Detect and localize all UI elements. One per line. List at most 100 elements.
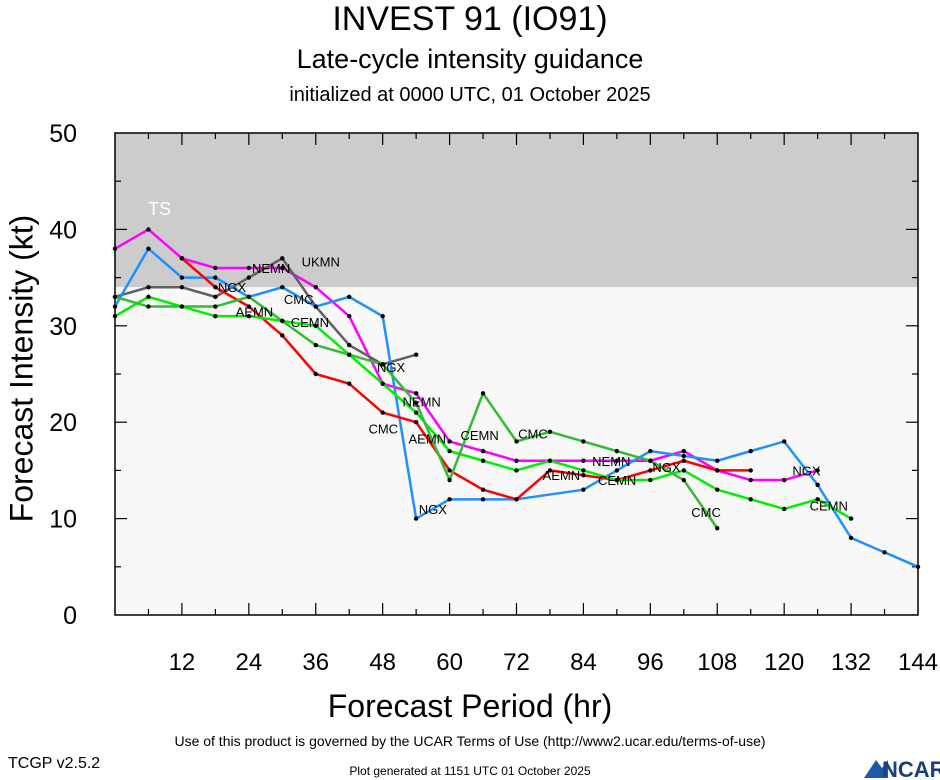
- data-point-cmc: [280, 318, 285, 324]
- data-point-nemn: [146, 227, 151, 232]
- data-point-ngx: [848, 535, 854, 541]
- chart-title: INVEST 91 (IO91): [332, 0, 608, 38]
- data-point-aemn: [213, 285, 218, 290]
- band-ts: [115, 133, 918, 288]
- x-tick-label: 72: [503, 649, 530, 676]
- data-point-aemn: [648, 468, 653, 473]
- data-point-cemn: [815, 497, 820, 502]
- data-point-nemn: [748, 477, 753, 483]
- data-point-aemn: [313, 371, 318, 377]
- chart-subtitle: Late-cycle intensity guidance: [296, 44, 644, 74]
- x-tick-label: 84: [570, 649, 597, 676]
- x-tick-label: 96: [637, 649, 664, 676]
- data-point-aemn: [447, 468, 452, 473]
- series-label-cmc: CMC: [284, 292, 314, 307]
- data-point-ngx: [781, 439, 787, 444]
- data-point-ngx: [581, 487, 586, 492]
- y-tick-label: 50: [49, 120, 77, 148]
- data-point-ngx: [748, 448, 753, 454]
- data-point-cemn: [480, 458, 486, 463]
- data-point-cemn: [313, 323, 318, 328]
- y-tick-label: 30: [49, 313, 77, 341]
- data-point-cemn: [146, 294, 151, 300]
- data-point-cemn: [581, 468, 586, 473]
- data-point-ngx: [380, 313, 385, 319]
- data-point-cmc: [681, 477, 686, 483]
- x-tick-label: 108: [697, 649, 737, 676]
- data-point-cemn: [848, 516, 854, 521]
- x-tick-label: 12: [169, 649, 196, 676]
- data-point-cemn: [413, 410, 419, 415]
- x-tick-label: 60: [436, 649, 463, 676]
- series-label-ngx: NGX: [218, 280, 247, 295]
- data-point-cmc: [547, 429, 553, 435]
- data-point-ngx: [915, 564, 921, 569]
- data-point-ngx: [715, 458, 720, 463]
- data-point-aemn: [280, 333, 285, 338]
- data-point-cemn: [112, 313, 118, 319]
- data-point-aemn: [480, 487, 486, 492]
- data-point-ngx: [347, 294, 352, 300]
- series-label-cemn: CEMN: [291, 315, 329, 330]
- series-line-nemn: [114, 228, 818, 482]
- data-point-nemn: [447, 439, 452, 444]
- data-point-cemn: [380, 381, 385, 386]
- series-label-ngx: NGX: [792, 463, 821, 478]
- data-point-aemn: [246, 304, 252, 309]
- data-point-cmc: [313, 342, 318, 348]
- series-label-ngx: NGX: [652, 460, 681, 475]
- data-point-nemn: [313, 285, 318, 290]
- data-point-ngx: [614, 468, 620, 473]
- data-point-ukmn: [246, 275, 252, 280]
- data-point-cemn: [547, 458, 553, 463]
- data-point-aemn: [413, 420, 419, 425]
- data-point-cmc: [213, 304, 218, 309]
- data-point-ukmn: [179, 285, 185, 290]
- y-tick-label: 40: [49, 216, 77, 244]
- data-point-aemn: [179, 256, 185, 261]
- data-point-cmc: [380, 362, 385, 367]
- data-point-ngx: [882, 550, 887, 555]
- data-point-cmc: [146, 304, 151, 309]
- data-point-ngx: [146, 246, 151, 251]
- data-point-nemn: [112, 246, 118, 251]
- series-label-cmc: CMC: [518, 426, 548, 441]
- data-point-ukmn: [146, 285, 151, 290]
- y-tick-label: 10: [49, 506, 77, 534]
- data-point-cemn: [748, 497, 753, 502]
- series-label-cmc: CMC: [691, 505, 721, 520]
- series-label-ngx: NGX: [377, 360, 406, 375]
- data-point-cmc: [413, 400, 419, 406]
- data-point-ngx: [112, 304, 118, 309]
- data-point-cmc: [447, 477, 452, 483]
- data-point-ngx: [648, 448, 653, 454]
- data-point-ukmn: [347, 342, 352, 348]
- data-point-cemn: [213, 313, 218, 319]
- data-point-aemn: [748, 468, 753, 473]
- data-point-ukmn: [280, 256, 285, 261]
- data-point-cmc: [614, 448, 620, 454]
- data-point-ngx: [413, 516, 419, 521]
- data-point-cmc: [715, 526, 720, 531]
- series-line-ngx: [113, 247, 919, 568]
- data-point-cemn: [447, 448, 452, 454]
- series-label-aemn: AEMN: [408, 431, 446, 446]
- data-point-cmc: [179, 304, 185, 309]
- data-point-cmc: [648, 458, 653, 463]
- y-tick-label: 20: [49, 409, 77, 437]
- series-line-aemn: [181, 257, 751, 501]
- series-label-ngx: NGX: [419, 502, 448, 517]
- data-point-aemn: [347, 381, 352, 386]
- version-label: TCGP v2.5.2: [8, 755, 101, 772]
- data-point-cemn: [246, 313, 252, 319]
- data-point-ngx: [313, 304, 318, 309]
- data-point-ukmn: [213, 294, 218, 300]
- series-label-cemn: CEMN: [598, 473, 636, 488]
- data-point-aemn: [581, 473, 586, 478]
- series-label-nemn: NEMN: [592, 454, 630, 469]
- x-tick-label: 36: [302, 649, 329, 676]
- data-point-aemn: [547, 468, 553, 473]
- data-point-cmc: [112, 294, 118, 300]
- data-point-nemn: [347, 313, 352, 319]
